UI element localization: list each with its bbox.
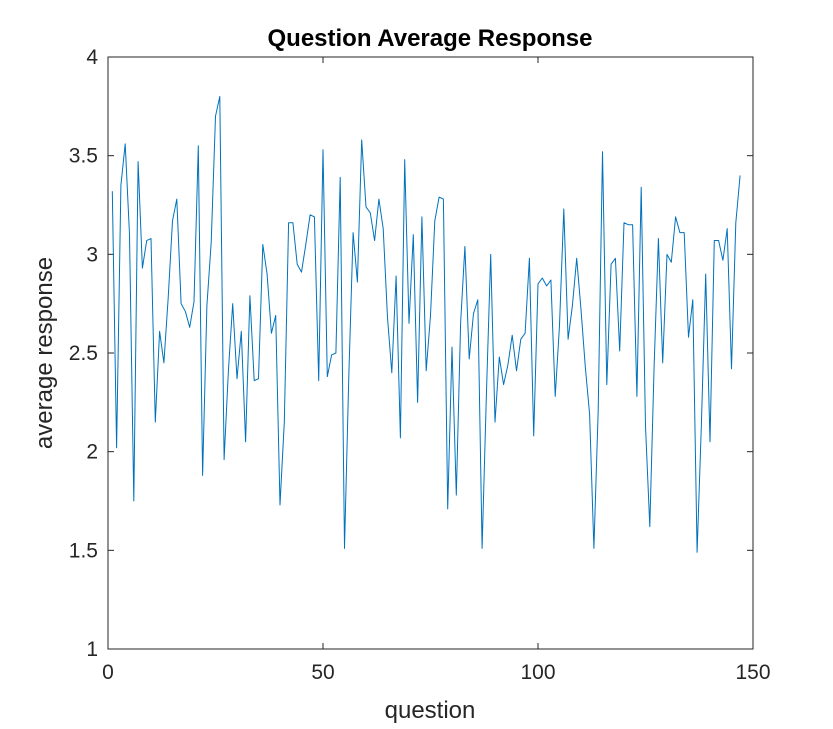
x-axis-label: question bbox=[385, 697, 476, 724]
y-tick-label: 2 bbox=[86, 441, 98, 464]
y-tick-label: 1.5 bbox=[69, 539, 98, 562]
x-tick-label: 100 bbox=[520, 661, 555, 684]
x-ticks: 0 50 100 150 bbox=[102, 57, 771, 684]
x-tick-label: 0 bbox=[102, 661, 114, 684]
y-tick-label: 3 bbox=[86, 243, 98, 266]
plot-area bbox=[107, 56, 754, 650]
y-axis-label: average response bbox=[31, 257, 58, 449]
series-line bbox=[111, 95, 741, 553]
chart-title: Question Average Response bbox=[268, 25, 593, 52]
x-tick-label: 50 bbox=[311, 661, 334, 684]
x-tick-label: 150 bbox=[735, 661, 770, 684]
y-tick-label: 2.5 bbox=[69, 342, 98, 365]
y-tick-label: 4 bbox=[86, 46, 98, 69]
y-ticks: 1 1.5 2 2.5 3 3.5 4 bbox=[69, 46, 753, 661]
y-tick-label: 1 bbox=[86, 638, 98, 661]
y-tick-label: 3.5 bbox=[69, 145, 98, 168]
